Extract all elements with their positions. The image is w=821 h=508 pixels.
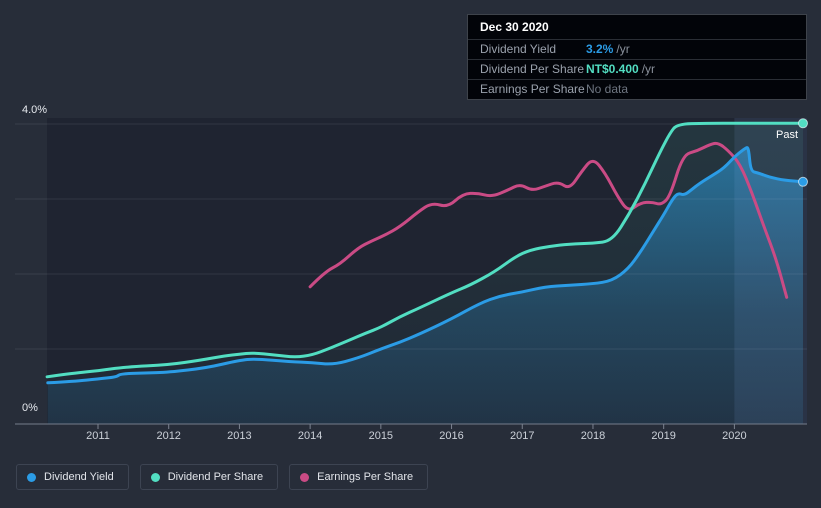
legend-label: Earnings Per Share bbox=[317, 471, 414, 483]
tooltip-row-value: NT$0.400 bbox=[586, 62, 639, 76]
x-tick-label: 2012 bbox=[156, 430, 181, 442]
legend-label: Dividend Per Share bbox=[167, 471, 264, 483]
y-axis-min-label: 0% bbox=[22, 402, 38, 414]
past-highlight-band bbox=[734, 118, 807, 424]
chart-plot-area[interactable] bbox=[0, 0, 821, 455]
x-tick-label: 2013 bbox=[227, 430, 252, 442]
dividend-per-share-area bbox=[47, 123, 804, 425]
tooltip-row-dividend-per-share: Dividend Per Share NT$0.400 /yr bbox=[468, 59, 806, 79]
tooltip-row-label: Dividend Yield bbox=[480, 42, 557, 56]
legend-item-earnings-per-share[interactable]: Earnings Per Share bbox=[289, 464, 429, 490]
tooltip-row-dividend-yield: Dividend Yield 3.2% /yr bbox=[468, 39, 806, 59]
x-tick-label: 2018 bbox=[580, 430, 606, 442]
dividend-per-share-dot-icon bbox=[150, 472, 160, 482]
tooltip-row-suffix: /yr bbox=[641, 62, 656, 76]
chart-tooltip: Dec 30 2020 Dividend Yield 3.2% /yr Divi… bbox=[467, 14, 807, 100]
x-tick-label: 2016 bbox=[439, 430, 464, 442]
x-tick-label: 2011 bbox=[86, 430, 110, 442]
tooltip-row-earnings-per-share: Earnings Per Share No data bbox=[468, 79, 806, 99]
tooltip-row-suffix: /yr bbox=[616, 42, 630, 56]
earnings-per-share-dot-icon bbox=[300, 472, 310, 482]
earnings-per-share-line bbox=[308, 141, 789, 299]
tooltip-row-value: No data bbox=[586, 82, 629, 96]
x-tick-label: 2015 bbox=[368, 430, 394, 442]
legend-label: Dividend Yield bbox=[44, 471, 114, 483]
legend-item-dividend-yield[interactable]: Dividend Yield bbox=[16, 464, 129, 490]
chart-legend: Dividend Yield Dividend Per Share Earnin… bbox=[16, 464, 429, 490]
past-label: Past bbox=[775, 129, 798, 141]
dividend-yield-line bbox=[46, 146, 805, 385]
x-tick-label: 2017 bbox=[510, 430, 535, 442]
dividend-per-share-end-dot bbox=[798, 118, 808, 129]
dividend-per-share-line bbox=[45, 121, 805, 379]
tooltip-date: Dec 30 2020 bbox=[480, 20, 549, 34]
x-tick-label: 2020 bbox=[722, 430, 747, 442]
tooltip-row-value: 3.2% bbox=[586, 42, 614, 56]
x-tick-label: 2019 bbox=[651, 430, 676, 442]
dividend-yield-dot-icon bbox=[27, 472, 36, 482]
x-tick-label: 2014 bbox=[297, 430, 323, 442]
y-axis-max-label: 4.0% bbox=[22, 104, 48, 116]
tooltip-row-label: Dividend Per Share bbox=[480, 62, 585, 76]
dividend-yield-end-dot bbox=[798, 176, 808, 187]
legend-item-dividend-per-share[interactable]: Dividend Per Share bbox=[139, 464, 279, 490]
tooltip-row-label: Earnings Per Share bbox=[480, 82, 585, 96]
